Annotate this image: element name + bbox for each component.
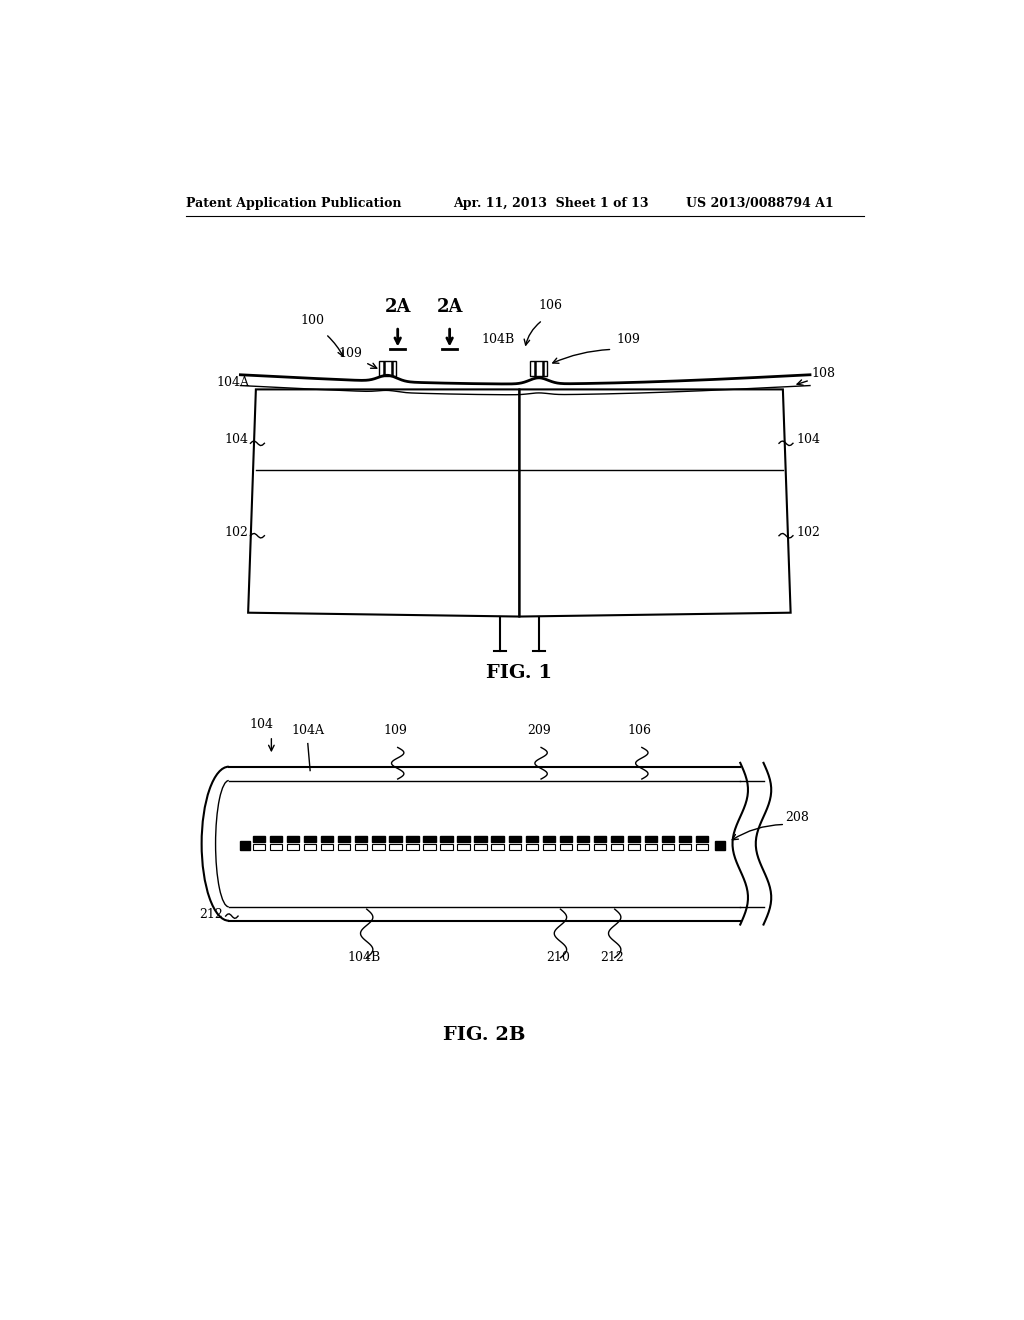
Polygon shape xyxy=(716,841,725,850)
Polygon shape xyxy=(338,837,350,842)
Polygon shape xyxy=(270,837,283,842)
Polygon shape xyxy=(577,837,589,842)
Text: 208: 208 xyxy=(785,810,809,824)
Polygon shape xyxy=(423,837,435,842)
Text: 109: 109 xyxy=(616,333,640,346)
Polygon shape xyxy=(662,837,675,842)
Polygon shape xyxy=(389,837,401,842)
Text: 109: 109 xyxy=(338,347,362,360)
Text: 109: 109 xyxy=(383,725,408,738)
Polygon shape xyxy=(594,837,606,842)
Polygon shape xyxy=(696,837,709,842)
Text: 108: 108 xyxy=(812,367,836,380)
Polygon shape xyxy=(372,837,385,842)
Polygon shape xyxy=(530,360,547,376)
Polygon shape xyxy=(525,837,538,842)
Text: 212: 212 xyxy=(600,950,625,964)
Text: US 2013/0088794 A1: US 2013/0088794 A1 xyxy=(686,197,834,210)
Text: 104B: 104B xyxy=(481,333,515,346)
Text: 104: 104 xyxy=(224,433,248,446)
Text: 102: 102 xyxy=(796,525,820,539)
Text: Apr. 11, 2013  Sheet 1 of 13: Apr. 11, 2013 Sheet 1 of 13 xyxy=(454,197,649,210)
Text: 106: 106 xyxy=(539,298,562,312)
Polygon shape xyxy=(241,841,250,850)
Polygon shape xyxy=(458,837,470,842)
Polygon shape xyxy=(440,837,453,842)
Text: 104A: 104A xyxy=(291,725,325,738)
Text: 210: 210 xyxy=(546,950,570,964)
Polygon shape xyxy=(474,837,486,842)
Text: 104: 104 xyxy=(249,718,273,731)
Polygon shape xyxy=(628,837,640,842)
Polygon shape xyxy=(321,837,334,842)
Polygon shape xyxy=(379,360,396,376)
Polygon shape xyxy=(492,837,504,842)
Polygon shape xyxy=(645,837,657,842)
Polygon shape xyxy=(407,837,419,842)
Text: Patent Application Publication: Patent Application Publication xyxy=(186,197,401,210)
Polygon shape xyxy=(560,837,572,842)
Text: 104: 104 xyxy=(796,433,820,446)
Polygon shape xyxy=(355,837,368,842)
Text: 2A: 2A xyxy=(436,298,463,317)
Text: 100: 100 xyxy=(300,314,325,327)
Text: 102: 102 xyxy=(224,525,248,539)
Polygon shape xyxy=(611,837,624,842)
Text: FIG. 1: FIG. 1 xyxy=(486,664,552,682)
Polygon shape xyxy=(253,837,265,842)
Text: 2A: 2A xyxy=(384,298,411,317)
Text: 212: 212 xyxy=(200,908,223,921)
Polygon shape xyxy=(287,837,299,842)
Polygon shape xyxy=(543,837,555,842)
Polygon shape xyxy=(304,837,316,842)
Polygon shape xyxy=(509,837,521,842)
Text: 209: 209 xyxy=(527,725,551,738)
Text: 104A: 104A xyxy=(217,376,250,388)
Text: 104B: 104B xyxy=(348,950,381,964)
Polygon shape xyxy=(679,837,691,842)
Text: FIG. 2B: FIG. 2B xyxy=(443,1026,525,1044)
Text: 106: 106 xyxy=(628,725,651,738)
